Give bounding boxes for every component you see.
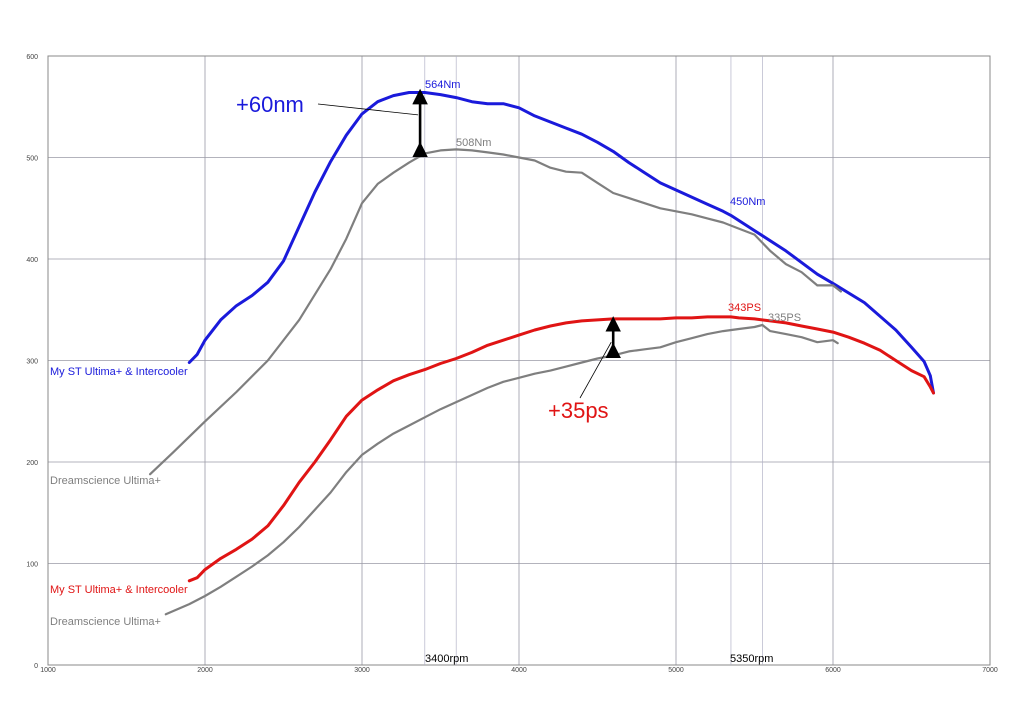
y-tick-label: 200 [26,460,38,467]
x-tick-label: 4000 [511,667,527,674]
rpm-marker-label-2: 5350rpm [730,653,773,665]
axis-ticks: 1000 2000 3000 4000 5000 6000 7000 0 100 200 300 40… [26,54,998,674]
callout-power-gain: +35ps [548,398,609,423]
gain-arrows [317,88,622,399]
y-tick-label: 500 [26,156,38,163]
series-line-torque-base [149,148,842,476]
series-line-torque-tuned [187,91,935,395]
x-tick-label: 3000 [354,667,370,674]
y-tick-label: 400 [26,257,38,264]
power-callout-leader [579,342,612,399]
y-tick-label: 300 [26,359,38,366]
series-lines [149,91,935,616]
x-tick-label: 1000 [40,667,56,674]
label-peak-base-power: 335PS [768,312,801,324]
legend-tuned-torque: My ST Ultima+ & Intercooler [50,366,188,378]
rpm-marker-label-1: 3400rpm [425,653,468,665]
rpm-marker-lines [424,56,763,665]
x-tick-label: 7000 [982,667,998,674]
plot-frame [47,55,991,666]
torque-callout-leader [317,103,419,116]
label-peak-base-torque: 508Nm [456,137,491,149]
legend-base-torque: Dreamscience Ultima+ [50,475,161,487]
series-line-power-base [164,323,839,616]
legend-tuned-power: My ST Ultima+ & Intercooler [50,584,188,596]
callout-torque-gain: +60nm [236,92,304,117]
series-line-power-tuned [187,315,935,583]
label-peak-tuned-torque: 564Nm [425,79,460,91]
x-tick-label: 6000 [825,667,841,674]
y-tick-label: 0 [34,663,38,670]
label-tuned-torque-5350: 450Nm [730,196,765,208]
y-tick-label: 600 [26,54,38,61]
y-tick-label: 100 [26,562,38,569]
label-peak-tuned-power: 343PS [728,302,761,314]
legend-base-power: Dreamscience Ultima+ [50,616,161,628]
x-tick-label: 5000 [668,667,684,674]
x-tick-label: 2000 [197,667,213,674]
